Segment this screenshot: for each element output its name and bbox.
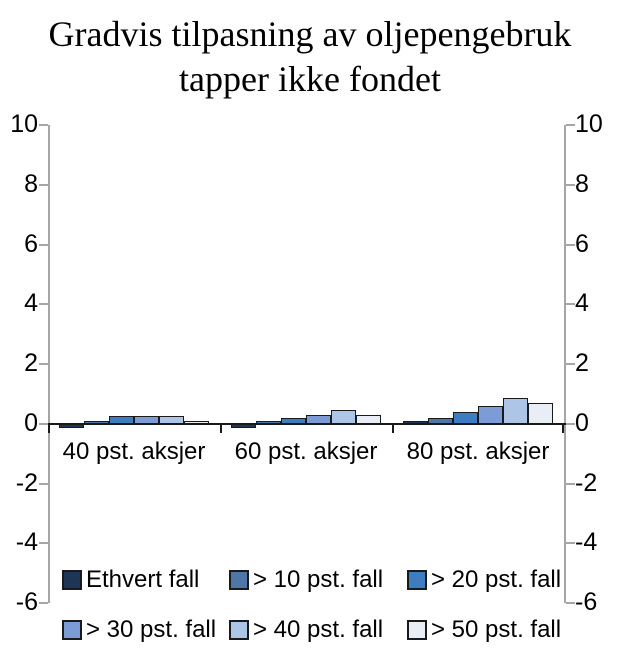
left-value-axis <box>48 125 50 603</box>
legend-label: > 50 pst. fall <box>431 616 562 643</box>
bar-10-pst-fall-cat0 <box>84 420 109 424</box>
legend-label: > 20 pst. fall <box>431 566 562 593</box>
left-axis-tick <box>39 243 48 246</box>
left-axis-tick <box>39 602 48 604</box>
y-axis-tick-label-left: 8 <box>24 169 38 198</box>
category-axis <box>48 422 566 425</box>
y-axis-tick-label-right: 6 <box>575 229 589 258</box>
bar-20-pst-fall-cat0 <box>109 416 134 424</box>
bar-ethvert-fall-cat2 <box>403 420 428 424</box>
right-value-axis <box>564 125 566 603</box>
left-axis-tick <box>39 303 48 306</box>
y-axis-tick-label-right: 4 <box>575 289 589 318</box>
y-axis-tick-label-right: -6 <box>575 588 598 616</box>
bar-40-pst-fall-cat1 <box>331 410 356 424</box>
legend-item: > 30 pst. fall <box>62 616 216 644</box>
y-axis-tick-label-left: 2 <box>24 349 38 377</box>
right-axis-tick <box>566 243 575 246</box>
y-axis-tick-label-left: 0 <box>24 408 38 437</box>
y-axis-tick-label-left: -6 <box>15 588 38 616</box>
legend-swatch <box>229 570 249 590</box>
category-label: 80 pst. aksjer <box>406 438 550 465</box>
bar-ethvert-fall-cat0 <box>59 423 84 429</box>
legend-swatch <box>407 570 427 590</box>
right-axis-tick <box>566 542 575 545</box>
right-axis-tick <box>566 124 575 126</box>
legend-item: Ethvert fall <box>62 566 199 594</box>
y-axis-tick-label-left: 10 <box>10 110 38 138</box>
bar-30-pst-fall-cat1 <box>306 414 331 424</box>
category-label: 60 pst. aksjer <box>234 438 378 465</box>
bar-10-pst-fall-cat2 <box>428 417 453 424</box>
legend-item: > 50 pst. fall <box>407 616 561 644</box>
left-axis-tick <box>39 363 48 365</box>
y-axis-tick-label-right: -2 <box>575 468 598 497</box>
left-axis-tick <box>39 482 48 485</box>
category-axis-tick <box>392 423 394 433</box>
left-axis-tick <box>39 422 48 425</box>
right-axis-tick <box>566 602 575 604</box>
bar-20-pst-fall-cat1 <box>281 417 306 424</box>
chart-title: Gradvis tilpasning av oljepengebruk tapp… <box>48 14 572 99</box>
legend-item: > 20 pst. fall <box>407 566 561 594</box>
bar-20-pst-fall-cat2 <box>453 411 478 424</box>
legend-swatch <box>229 620 249 640</box>
legend-item: > 10 pst. fall <box>229 566 383 594</box>
category-axis-tick <box>48 423 50 433</box>
bar-50-pst-fall-cat0 <box>184 420 209 424</box>
legend-label: > 40 pst. fall <box>253 616 384 643</box>
y-axis-tick-label-left: 6 <box>24 229 38 258</box>
right-axis-tick <box>566 183 575 186</box>
y-axis-tick-label-left: 4 <box>24 289 38 318</box>
y-axis-tick-label-right: -4 <box>575 528 598 557</box>
right-axis-tick <box>566 303 575 306</box>
category-axis-tick <box>220 423 222 433</box>
category-axis-tick <box>562 423 564 433</box>
y-axis-tick-label-right: 0 <box>575 408 589 437</box>
legend-swatch <box>407 620 427 640</box>
legend-label: > 30 pst. fall <box>86 616 217 643</box>
bar-30-pst-fall-cat0 <box>134 416 159 424</box>
bar-50-pst-fall-cat1 <box>356 414 381 424</box>
legend-swatch <box>62 570 82 590</box>
y-axis-tick-label-left: -4 <box>15 528 38 557</box>
left-axis-tick <box>39 183 48 186</box>
right-axis-tick <box>566 422 575 425</box>
bar-50-pst-fall-cat2 <box>528 402 553 424</box>
legend-swatch <box>62 620 82 640</box>
y-axis-tick-label-left: -2 <box>15 468 38 497</box>
y-axis-tick-label-right: 10 <box>575 110 603 138</box>
bar-30-pst-fall-cat2 <box>478 405 503 424</box>
bar-ethvert-fall-cat1 <box>231 423 256 429</box>
right-axis-tick <box>566 482 575 485</box>
y-axis-tick-label-right: 2 <box>575 349 589 377</box>
legend-label: Ethvert fall <box>86 566 200 593</box>
legend-item: > 40 pst. fall <box>229 616 383 644</box>
y-axis-tick-label-right: 8 <box>575 169 589 198</box>
right-axis-tick <box>566 363 575 365</box>
left-axis-tick <box>39 542 48 545</box>
bar-10-pst-fall-cat1 <box>256 420 281 424</box>
legend-label: > 10 pst. fall <box>253 566 384 593</box>
category-label: 40 pst. aksjer <box>62 438 206 465</box>
left-axis-tick <box>39 124 48 126</box>
bar-40-pst-fall-cat2 <box>503 398 528 424</box>
bar-40-pst-fall-cat0 <box>159 416 184 424</box>
